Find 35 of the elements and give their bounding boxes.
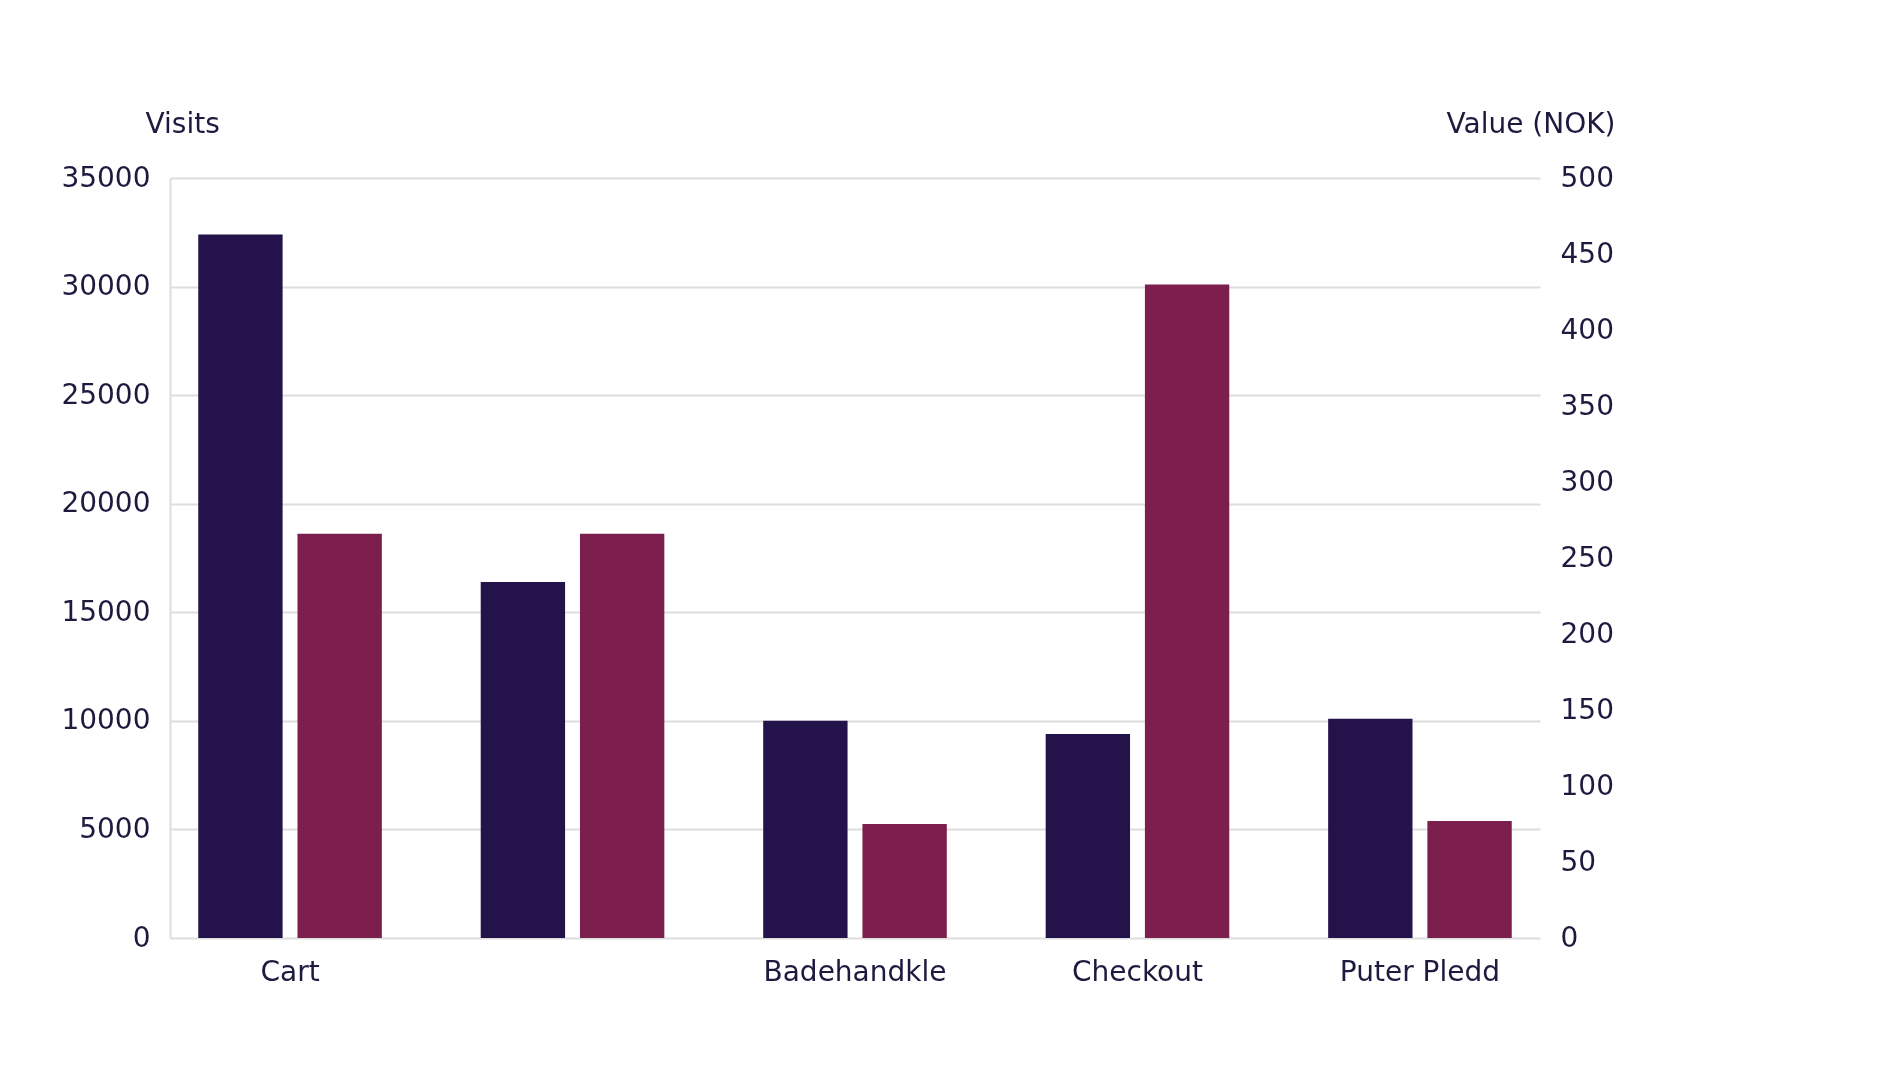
bar <box>1045 733 1131 938</box>
y2-tick-label: 350 <box>1560 388 1614 422</box>
y2-tick-label: 250 <box>1560 540 1614 574</box>
y2-tick-label: 300 <box>1560 464 1614 498</box>
y-tick-label: 5000 <box>79 811 151 845</box>
y-tick-label: 15000 <box>61 594 151 628</box>
bar <box>1427 820 1512 938</box>
y-tick-label: 25000 <box>61 377 151 411</box>
y2-tick-label: 150 <box>1560 692 1614 726</box>
y2-tick-label: 200 <box>1560 616 1614 650</box>
y-axis-title: Visits <box>145 106 220 140</box>
bar <box>1328 718 1413 938</box>
bar <box>579 533 665 938</box>
y2-tick-label: 400 <box>1560 312 1614 346</box>
y-tick-label: 35000 <box>61 160 151 194</box>
y-tick-label: 20000 <box>61 486 151 520</box>
y2-tick-label: 500 <box>1560 160 1614 194</box>
x-tick-label: Puter Pledd <box>1339 954 1501 988</box>
y2-tick-label: 0 <box>1560 920 1579 954</box>
x-tick-label: Badehandkle <box>763 954 947 988</box>
bar <box>1144 284 1230 938</box>
bar <box>480 581 566 938</box>
x-tick-label: Cart <box>260 954 320 988</box>
y2-tick-label: 50 <box>1560 844 1597 878</box>
bar <box>862 824 947 938</box>
y-tick-label: 0 <box>132 920 151 954</box>
y-tick-label: 30000 <box>61 269 151 303</box>
bar <box>763 720 848 938</box>
bar <box>198 234 283 938</box>
y2-axis-title: Value (NOK) <box>1446 106 1616 140</box>
bar <box>297 533 382 938</box>
y2-tick-label: 100 <box>1560 768 1614 802</box>
y2-tick-label: 450 <box>1560 236 1614 270</box>
y-tick-label: 10000 <box>61 703 151 737</box>
x-tick-label: Checkout <box>1071 954 1203 988</box>
